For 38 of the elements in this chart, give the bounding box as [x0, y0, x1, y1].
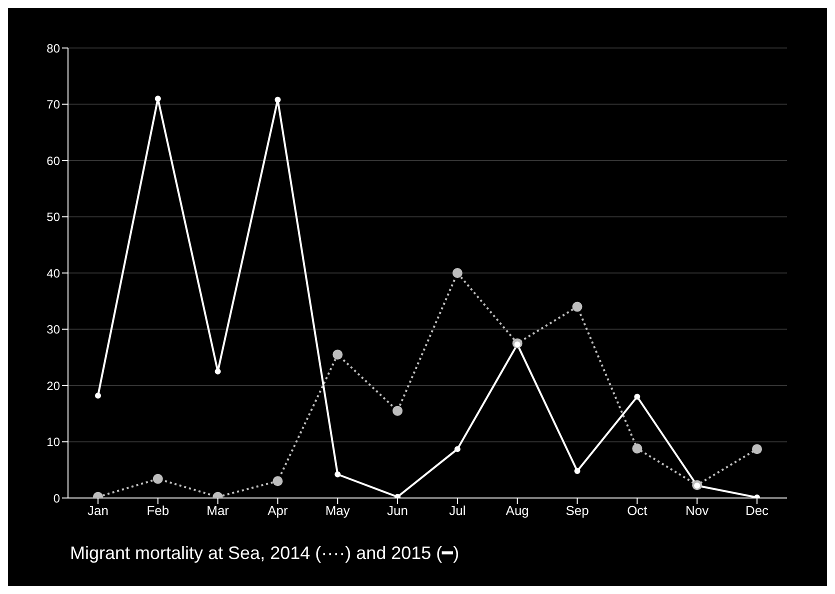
x-tick-label: Sep — [566, 503, 589, 518]
y-tick-label: 20 — [46, 378, 60, 393]
point — [332, 350, 343, 360]
y-tick-label: 70 — [46, 98, 60, 112]
x-tick-label: Jan — [88, 503, 108, 518]
y-tick-label: 0 — [53, 491, 60, 506]
y-tick-label: 80 — [46, 41, 60, 56]
point — [152, 474, 163, 484]
point — [274, 96, 281, 103]
x-tick-label: Nov — [686, 503, 710, 518]
y-tick-label: 40 — [46, 266, 60, 280]
y-tick-label: 50 — [46, 210, 60, 224]
point — [572, 302, 582, 312]
x-tick-label: Dec — [745, 503, 770, 518]
x-tick-label: Jun — [387, 503, 408, 518]
point — [574, 468, 580, 474]
y-tick-label: 10 — [46, 435, 60, 450]
point — [634, 394, 640, 400]
point — [334, 471, 341, 478]
x-tick-label: Jul — [449, 503, 466, 518]
y-tick-label: 30 — [46, 322, 60, 337]
point — [752, 444, 762, 454]
point — [154, 96, 161, 102]
point — [95, 392, 101, 399]
x-tick-label: Mar — [206, 503, 230, 518]
point — [392, 406, 403, 416]
x-tick-label: Apr — [268, 503, 289, 518]
x-tick-label: Feb — [146, 503, 170, 518]
point — [454, 446, 460, 452]
point — [452, 268, 462, 278]
point — [272, 476, 283, 486]
text: Migrant mortality at Sea, 2014 (····) and 2015 (━) — [70, 542, 460, 564]
point — [632, 444, 642, 454]
x-tick-label: May — [325, 503, 350, 518]
x-tick-label: Aug — [506, 503, 529, 518]
x-tick-label: Oct — [627, 503, 648, 518]
y-tick-label: 60 — [46, 154, 60, 168]
point — [214, 368, 221, 374]
